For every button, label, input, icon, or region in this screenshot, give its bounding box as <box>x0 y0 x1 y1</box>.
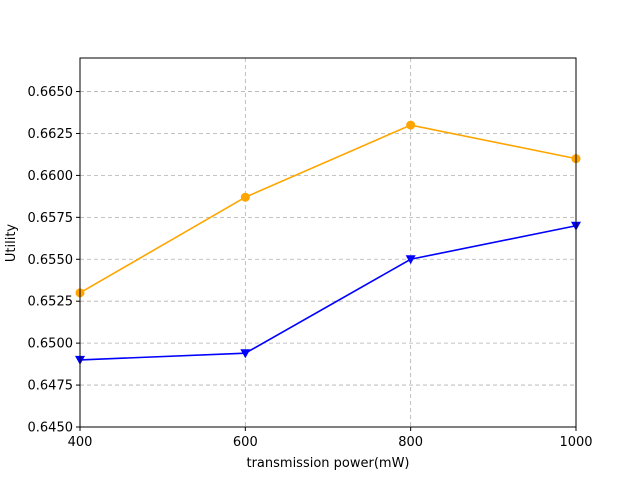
series-2-point <box>240 349 251 359</box>
y-tick-label: 0.6500 <box>28 337 74 352</box>
x-axis-label: transmission power(mW) <box>246 456 409 471</box>
x-tick-label: 800 <box>398 435 423 450</box>
y-tick-label: 0.6625 <box>28 127 74 142</box>
y-tick-label: 0.6475 <box>28 379 74 394</box>
plot-frame <box>79 57 577 428</box>
series-2-point <box>405 255 416 265</box>
x-tick-label: 400 <box>68 435 93 450</box>
y-tick-label: 0.6525 <box>28 295 74 310</box>
y-tick-label: 0.6575 <box>28 211 74 226</box>
series-1-line <box>79 124 577 294</box>
series-layer <box>75 120 581 365</box>
y-tick-label: 0.6650 <box>28 85 74 100</box>
x-tick-label: 600 <box>233 435 258 450</box>
y-tick-label: 0.6600 <box>28 169 74 184</box>
series-2-line <box>79 224 577 361</box>
series-1-point <box>240 192 250 202</box>
grid-lines <box>79 58 577 428</box>
y-tick-label: 0.6550 <box>28 253 74 268</box>
series-1-point <box>406 120 416 130</box>
x-tick-label: 1000 <box>559 435 592 450</box>
y-tick-label: 0.6450 <box>28 421 74 436</box>
y-axis-label: Utility <box>4 224 19 263</box>
axis-ticks: 400 600 800 1000 0.6450 0.6475 0.6500 0.6525 0.6… <box>28 85 593 450</box>
